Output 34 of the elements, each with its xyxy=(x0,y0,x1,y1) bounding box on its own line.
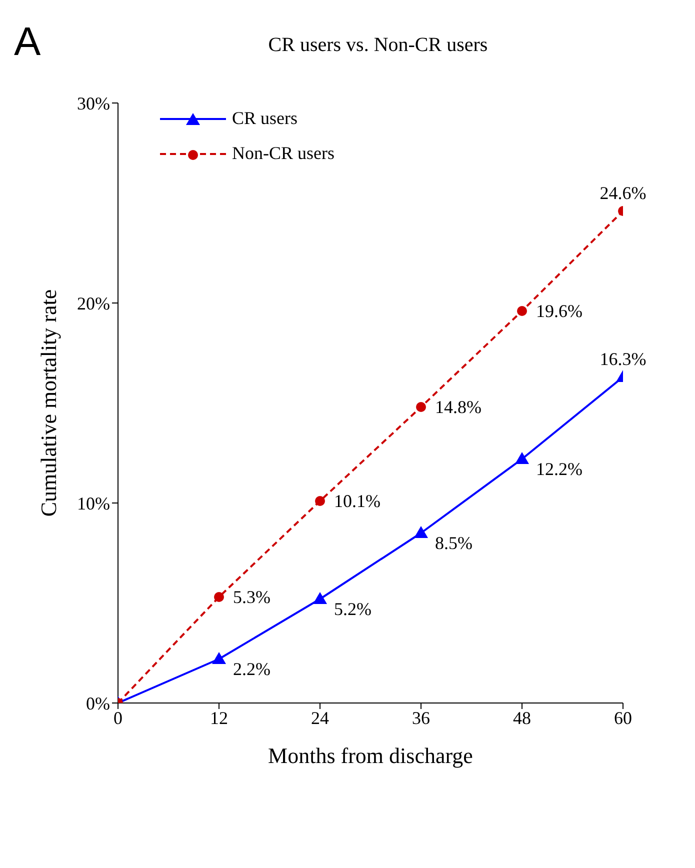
data-label: 19.6% xyxy=(536,301,582,321)
point xyxy=(515,452,529,464)
x-tick-label: 0 xyxy=(114,708,122,728)
point xyxy=(212,652,226,664)
data-label: 5.2% xyxy=(334,599,372,619)
data-label: 14.8% xyxy=(435,397,482,417)
point xyxy=(313,592,327,604)
point xyxy=(214,592,224,602)
data-label: 12.2% xyxy=(536,459,582,479)
x-tick-label: 60 xyxy=(614,708,632,728)
data-label: 8.5% xyxy=(435,533,472,553)
y-tick-label: 0% xyxy=(86,693,110,714)
x-axis-title: Months from discharge xyxy=(268,743,473,768)
point xyxy=(315,496,325,506)
x-tick-label: 24 xyxy=(311,708,329,728)
data-label: 5.3% xyxy=(233,587,270,607)
legend-label: Non-CR users xyxy=(232,143,334,164)
x-tick-label: 36 xyxy=(412,708,430,728)
point xyxy=(416,402,426,412)
data-label: 16.3% xyxy=(600,349,646,369)
point xyxy=(414,526,428,538)
data-label: 24.6% xyxy=(600,183,646,203)
chart-title: CR users vs. Non-CR users xyxy=(267,34,489,57)
point xyxy=(517,306,527,316)
y-tick-label: 20% xyxy=(77,293,110,314)
x-tick-label: 48 xyxy=(513,708,531,728)
text: A xyxy=(14,20,41,65)
legend-label: CR users xyxy=(232,108,298,129)
y-axis-title: Cumulative mortality rate xyxy=(36,289,61,517)
data-label: 2.2% xyxy=(233,659,270,679)
y-tick-label: 30% xyxy=(77,93,110,114)
x-tick-label: 12 xyxy=(210,708,228,728)
data-label: 10.1% xyxy=(334,491,380,511)
y-tick-label: 10% xyxy=(77,493,110,514)
